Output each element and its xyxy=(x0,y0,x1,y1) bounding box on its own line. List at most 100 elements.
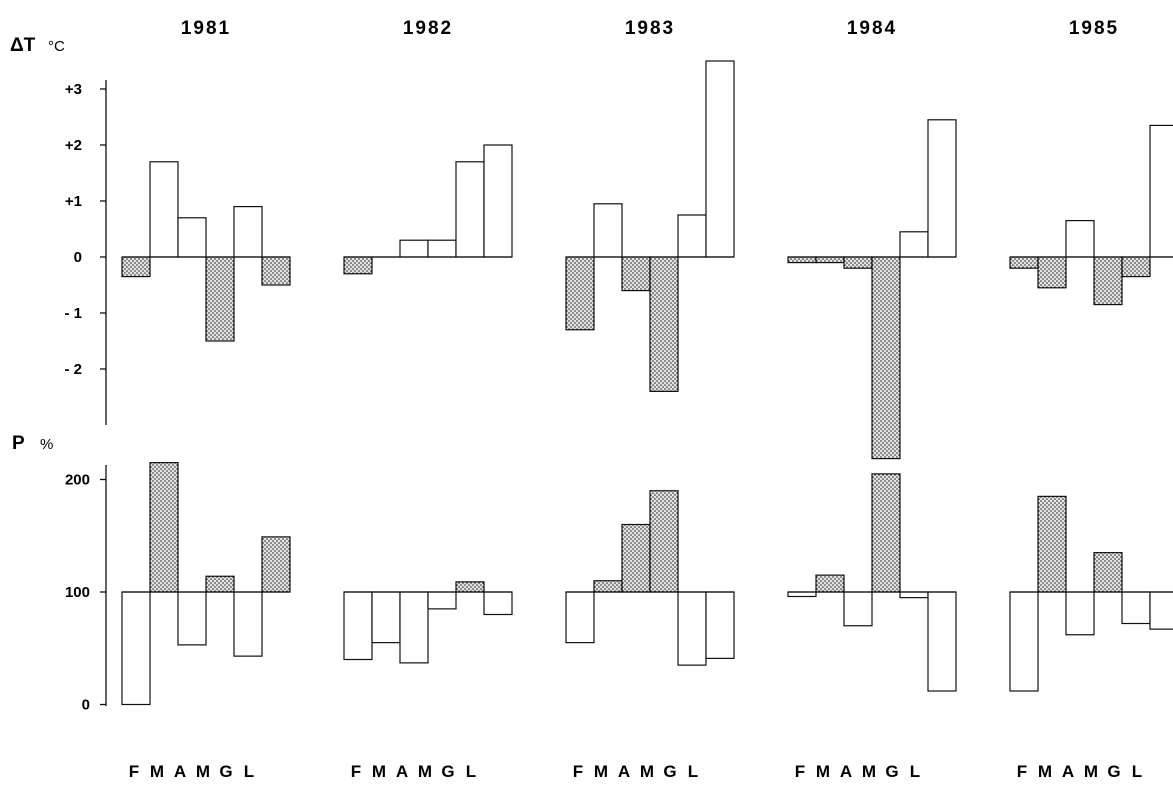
precipitation-bar xyxy=(233,591,263,657)
month-label: L xyxy=(688,762,698,781)
month-label: M xyxy=(150,762,164,781)
temperature-tick-label: - 2 xyxy=(64,361,82,378)
temperature-axis-title: ΔT xyxy=(10,35,36,56)
precipitation-bar xyxy=(343,591,373,661)
temperature-bar xyxy=(1065,220,1095,258)
temperature-bar xyxy=(565,256,595,331)
temperature-bar xyxy=(927,119,957,258)
temperature-bar xyxy=(677,214,707,258)
temperature-tick-label: +1 xyxy=(65,193,82,210)
temperature-bar xyxy=(815,256,845,264)
temperature-bar xyxy=(233,206,263,258)
precipitation-axis-title: P xyxy=(12,433,25,454)
precipitation-bar xyxy=(149,462,179,593)
temperature-ticks: +3 +2 +1 0 - 1 - 2 xyxy=(64,81,106,378)
year-label: 1984 xyxy=(847,18,897,39)
month-label: A xyxy=(840,762,852,781)
year-label: 1983 xyxy=(625,18,675,39)
temperature-bar xyxy=(843,256,873,269)
precipitation-tick-label: 200 xyxy=(65,472,90,489)
month-label: M xyxy=(1038,762,1052,781)
month-label: M xyxy=(594,762,608,781)
month-label: G xyxy=(663,762,676,781)
precipitation-tick-label: 100 xyxy=(65,584,90,601)
precipitation-bar xyxy=(621,523,651,593)
month-label: M xyxy=(816,762,830,781)
temperature-bar xyxy=(593,203,623,258)
temperature-bar xyxy=(1121,256,1151,278)
temperature-bar xyxy=(621,256,651,292)
precipitation-bar xyxy=(815,574,845,593)
precipitation-bar xyxy=(121,591,151,706)
precipitation-bar xyxy=(205,575,235,593)
temperature-bar xyxy=(649,256,679,392)
temperature-bar xyxy=(1093,256,1123,306)
temperature-bar xyxy=(899,231,929,258)
month-label: M xyxy=(640,762,654,781)
temperature-bar xyxy=(399,239,429,258)
precipitation-bar xyxy=(1121,591,1151,625)
temperature-tick-label: - 1 xyxy=(64,305,82,322)
temperature-bar xyxy=(1149,124,1173,258)
temperature-bar xyxy=(205,256,235,342)
year-label: 1985 xyxy=(1069,18,1119,39)
year-label: 1982 xyxy=(403,18,453,39)
temperature-bar xyxy=(705,60,735,258)
temperature-bar xyxy=(871,256,901,460)
temperature-tick-label: 0 xyxy=(74,249,82,266)
temperature-bar xyxy=(1037,256,1067,289)
precipitation-ticks: 200 100 0 xyxy=(65,472,106,714)
month-label: G xyxy=(219,762,232,781)
precipitation-bar xyxy=(593,580,623,593)
temperature-bar xyxy=(455,161,485,258)
month-label: M xyxy=(372,762,386,781)
precipitation-bar xyxy=(1037,495,1067,593)
temperature-tick-label: +2 xyxy=(65,137,82,154)
temperature-bar xyxy=(483,144,513,258)
month-label: F xyxy=(573,762,583,781)
month-label: A xyxy=(618,762,630,781)
temperature-bar xyxy=(787,256,817,264)
precipitation-bar xyxy=(899,591,929,599)
month-label: L xyxy=(466,762,476,781)
month-label: A xyxy=(174,762,186,781)
precipitation-bar xyxy=(177,591,207,646)
month-label: G xyxy=(885,762,898,781)
temperature-bar xyxy=(177,217,207,258)
precipitation-bar xyxy=(399,591,429,664)
precipitation-bar xyxy=(649,490,679,593)
precipitation-axis-unit: % xyxy=(40,436,53,453)
month-label: F xyxy=(795,762,805,781)
precipitation-bar xyxy=(705,591,735,659)
month-label: G xyxy=(441,762,454,781)
month-label: M xyxy=(196,762,210,781)
precipitation-bar xyxy=(787,591,817,598)
month-label: A xyxy=(1062,762,1074,781)
precipitation-bar xyxy=(927,591,957,692)
temperature-bar xyxy=(261,256,291,286)
month-label: F xyxy=(351,762,361,781)
precipitation-bar xyxy=(371,591,401,644)
precipitation-bar xyxy=(1093,552,1123,593)
month-label: L xyxy=(244,762,254,781)
month-label: F xyxy=(1017,762,1027,781)
precipitation-bar xyxy=(455,581,485,593)
month-label: M xyxy=(862,762,876,781)
month-label: G xyxy=(1107,762,1120,781)
precipitation-bar xyxy=(1009,591,1039,692)
precipitation-bar xyxy=(871,473,901,593)
precipitation-bar xyxy=(1149,591,1173,630)
month-label: L xyxy=(910,762,920,781)
month-label: M xyxy=(418,762,432,781)
temperature-bar xyxy=(1009,256,1039,269)
precipitation-bar xyxy=(565,591,595,644)
temperature-axis-unit: °C xyxy=(48,38,65,55)
precipitation-bar xyxy=(1065,591,1095,636)
precipitation-bar xyxy=(483,591,513,616)
